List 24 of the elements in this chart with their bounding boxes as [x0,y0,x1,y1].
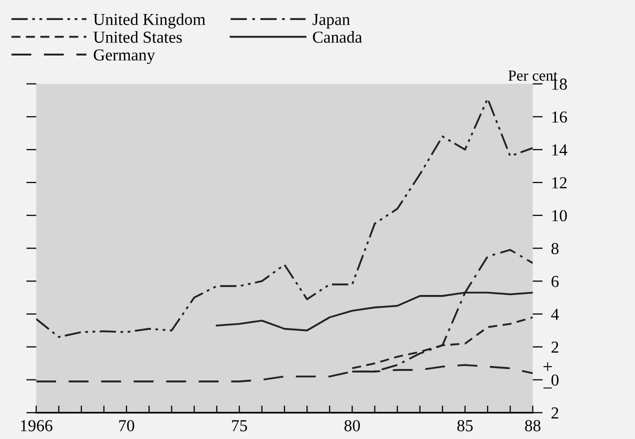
y-tick-label: 12 [552,177,567,188]
legend-label: United Kingdom [93,13,206,29]
x-tick-label: 75 [232,420,248,432]
x-tick-label: 70 [119,420,134,432]
text: + [543,362,552,371]
legend-label: United States [93,31,182,43]
legend-label: Germany [94,49,156,64]
y-axis-title: Per cent [508,70,558,81]
y-tick-label: 6 [552,276,559,288]
y-tick-label: 4 [551,308,559,320]
y-tick-label: 8 [551,242,559,254]
y-tick-label: 16 [552,111,567,123]
x-tick-label: 85 [457,420,473,432]
y-tick-label: 10 [552,210,567,222]
legend-label: Canada [312,31,362,43]
y-tick-label: 2 [552,407,558,418]
x-tick-label: 80 [344,420,360,432]
y-tick-label: 18 [552,78,567,90]
x-tick-label: 1966 [20,420,52,432]
y-tick-label: 2 [552,342,558,353]
y-tick-label: 0 [551,374,559,386]
legend-label: Japan [312,14,350,28]
y-tick-label: 14 [552,144,568,156]
x-tick-label: 88 [525,420,540,432]
